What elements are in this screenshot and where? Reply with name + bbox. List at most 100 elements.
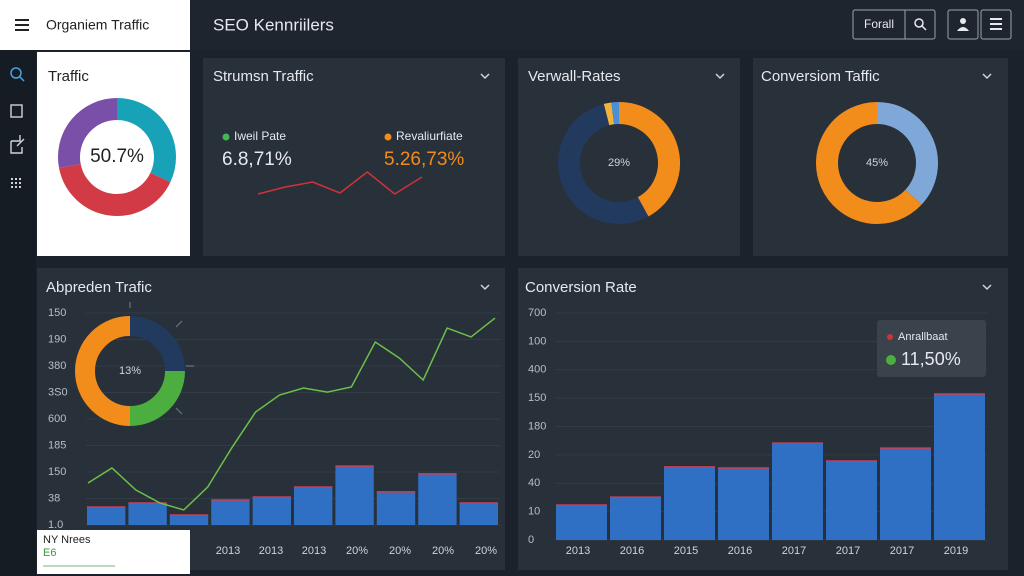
legend-value: 5.26,73% xyxy=(384,149,464,170)
x-tick-label: 20% xyxy=(389,545,411,557)
y-tick-label: 700 xyxy=(528,307,546,319)
y-tick-label: 150 xyxy=(48,466,66,478)
legend-dot xyxy=(384,133,392,141)
bar xyxy=(335,466,374,525)
bar xyxy=(556,505,607,540)
y-tick-label: 400 xyxy=(528,364,546,376)
tooltip-value: 11,50% xyxy=(901,349,961,369)
tooltip-dot xyxy=(886,355,896,365)
panel-title: Abpreden Trafic xyxy=(46,279,152,296)
y-tick-label: 20 xyxy=(528,449,540,461)
donut-center-label: 45% xyxy=(866,157,888,169)
x-tick-label: 2017 xyxy=(836,545,860,557)
bar xyxy=(252,497,291,525)
collapse-chevron[interactable] xyxy=(480,73,490,80)
bar xyxy=(376,491,416,525)
x-tick-label: 2013 xyxy=(259,545,283,557)
x-tick-label: 2013 xyxy=(216,545,240,557)
y-tick-label: 180 xyxy=(528,420,546,432)
legend-name: Iweil Pate xyxy=(234,129,286,143)
panel-title: Traffic xyxy=(48,68,89,85)
y-tick-label: 0 xyxy=(528,534,534,546)
bar xyxy=(294,487,333,525)
bar xyxy=(87,506,126,525)
donut-segment xyxy=(876,102,938,205)
line xyxy=(87,317,496,511)
x-tick-label: 2016 xyxy=(620,545,644,557)
sidebar-doc[interactable] xyxy=(10,104,23,118)
tooltip xyxy=(877,320,986,377)
y-tick-label: 150 xyxy=(48,307,66,319)
y-tick-label: 185 xyxy=(48,439,66,451)
menu-icon xyxy=(15,19,29,31)
bar xyxy=(418,473,457,525)
sidebar xyxy=(0,50,36,576)
donut-segment xyxy=(558,103,649,224)
bar xyxy=(128,502,167,525)
donut-segment xyxy=(816,102,922,224)
collapse-chevron[interactable] xyxy=(480,284,490,291)
y-tick-label: 40 xyxy=(528,477,540,489)
search-icon xyxy=(914,18,924,28)
menu-button[interactable] xyxy=(15,19,29,31)
bar xyxy=(826,461,877,540)
donut-segment xyxy=(116,98,176,183)
list-button[interactable] xyxy=(980,9,1012,40)
x-tick-label: 20% xyxy=(346,545,368,557)
donut-segment xyxy=(618,102,680,217)
sidebar-search[interactable] xyxy=(10,67,25,82)
bar xyxy=(169,515,209,525)
x-tick-label: 2013 xyxy=(566,545,590,557)
bar xyxy=(459,502,498,525)
search-button[interactable] xyxy=(914,18,927,31)
list-icon xyxy=(990,18,1002,30)
bar xyxy=(934,394,985,540)
y-tick-label: 380 xyxy=(48,360,66,372)
x-tick-label: 2017 xyxy=(890,545,914,557)
y-tick-label: 190 xyxy=(48,333,66,345)
donut-center-label: 50.7% xyxy=(90,146,144,167)
y-tick-label: 3S0 xyxy=(48,386,68,398)
icon xyxy=(19,76,25,82)
app-title: Organiem Traffic xyxy=(46,17,149,33)
sidebar-edit[interactable] xyxy=(10,135,25,154)
filter-box xyxy=(852,9,936,40)
note-card xyxy=(37,530,190,574)
legend-dot xyxy=(222,133,230,141)
x-tick-label: 2017 xyxy=(782,545,806,557)
y-tick-label: 10 xyxy=(528,506,540,518)
y-tick-label: 1.0 xyxy=(48,519,63,531)
note-value: E6 xyxy=(43,547,56,559)
x-tick-label: 2013 xyxy=(302,545,326,557)
bar xyxy=(664,466,715,540)
panel xyxy=(203,58,505,256)
x-tick-label: 20% xyxy=(432,545,454,557)
collapse-chevron[interactable] xyxy=(715,73,725,80)
tooltip-dot xyxy=(887,334,893,340)
x-tick-label: 20% xyxy=(475,545,497,557)
search-icon xyxy=(921,25,927,31)
tick-decor xyxy=(129,302,194,415)
collapse-chevron[interactable] xyxy=(982,284,992,291)
donut-segment xyxy=(58,98,118,169)
donut-center-label: 29% xyxy=(608,157,630,169)
x-tick-label: 2016 xyxy=(728,545,752,557)
legend-name: Revaliurfiate xyxy=(396,129,463,143)
note-title: NY Nrees xyxy=(43,534,91,546)
tooltip-name: Anrallbaat xyxy=(898,331,948,343)
user-button[interactable] xyxy=(947,9,979,40)
bar xyxy=(610,497,661,540)
bar xyxy=(880,448,931,540)
panel-title: Conversiom Taffic xyxy=(761,68,880,85)
sidebar-grid[interactable] xyxy=(11,178,21,188)
donut-segment xyxy=(75,316,131,426)
collapse-chevron[interactable] xyxy=(982,73,992,80)
x-tick-label: 2015 xyxy=(674,545,698,557)
user-icon xyxy=(960,18,966,24)
y-tick-label: 150 xyxy=(528,392,546,404)
bar xyxy=(718,468,769,540)
y-tick-label: 38 xyxy=(48,492,60,504)
user-icon xyxy=(957,27,969,31)
filter-button[interactable]: Forall xyxy=(864,17,894,31)
